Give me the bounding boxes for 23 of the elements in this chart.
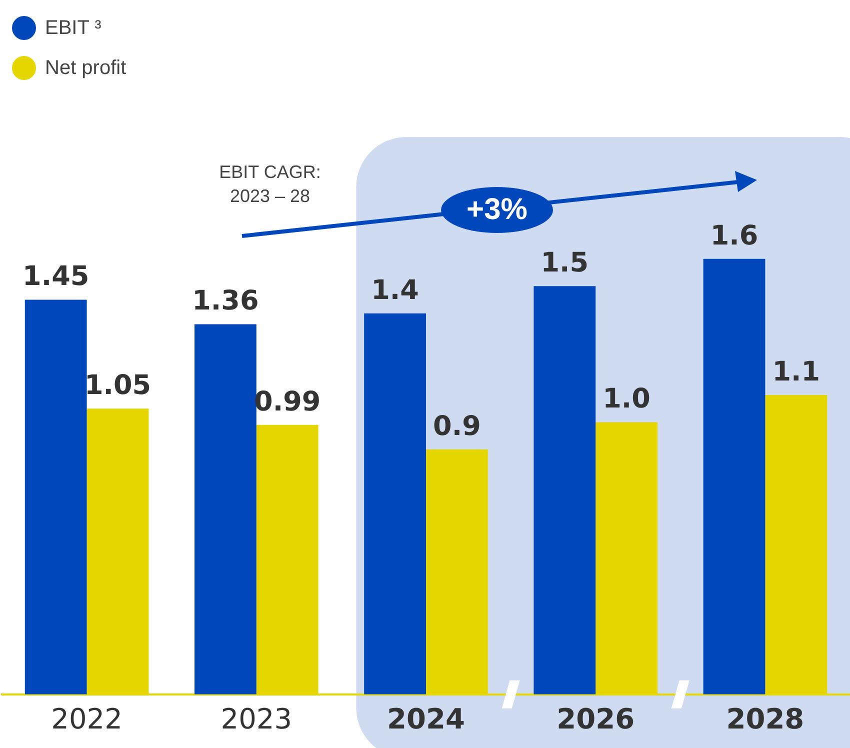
- bar: [534, 286, 596, 694]
- data-label: 1.6: [710, 220, 758, 252]
- data-label: 1.05: [84, 370, 152, 402]
- data-label: 1.5: [540, 248, 589, 279]
- bar: [703, 258, 766, 694]
- x-tick-label: 2028: [726, 702, 804, 736]
- bar: [194, 324, 256, 694]
- bar: [24, 300, 87, 694]
- bar: [364, 313, 426, 694]
- text: +3%: [441, 187, 553, 233]
- data-label: 1.1: [772, 356, 820, 388]
- legend-label: EBIT ³: [45, 16, 102, 40]
- data-label: 1.0: [602, 384, 650, 415]
- text: EBIT CAGR: 2023 – 28: [218, 161, 322, 208]
- data-label: 0.9: [433, 410, 481, 442]
- x-tick-label: 2024: [387, 702, 465, 736]
- x-tick-label: 2022: [51, 702, 122, 736]
- x-tick-label: 2026: [556, 702, 635, 736]
- data-label: 1.45: [22, 261, 90, 292]
- legend-label: Net profit: [45, 56, 126, 80]
- data-label: 1.4: [371, 274, 419, 306]
- x-tick-label: 2023: [220, 702, 292, 736]
- data-label: 1.36: [192, 286, 259, 317]
